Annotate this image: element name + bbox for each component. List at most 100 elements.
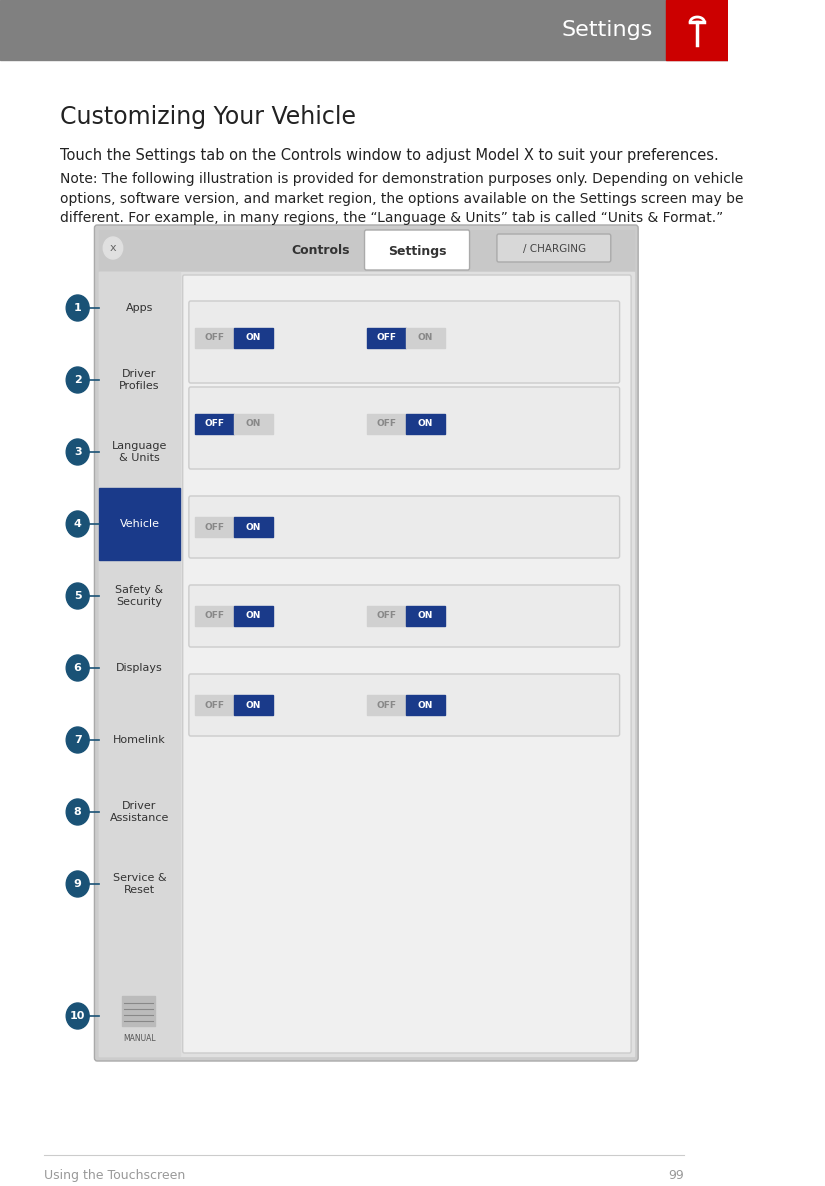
Bar [99, 487, 180, 560]
Text: MANUAL: MANUAL [123, 1034, 156, 1042]
Bar [234, 517, 273, 537]
Bar [367, 329, 406, 347]
Text: MIRROR AUTO-TILT: MIRROR AUTO-TILT [195, 594, 266, 602]
Bar [234, 414, 273, 434]
Bar [234, 329, 273, 347]
Circle shape [66, 871, 89, 897]
Text: ON: ON [246, 701, 261, 709]
Text: Homelink: Homelink [113, 735, 166, 745]
FancyBboxPatch shape [189, 387, 620, 468]
Bar [195, 606, 234, 626]
Bar [195, 329, 234, 347]
Text: ON: ON [417, 612, 433, 620]
FancyBboxPatch shape [365, 230, 469, 270]
Text: OFF: OFF [205, 420, 224, 428]
Bar [367, 695, 406, 715]
Text: 7: 7 [73, 735, 82, 745]
Text: Driver
Profiles: Driver Profiles [119, 369, 160, 391]
Circle shape [66, 655, 89, 681]
Text: DRIVE-AWAY DOOR LOCK: DRIVE-AWAY DOOR LOCK [195, 315, 290, 325]
Bar [0, 0, 728, 60]
Text: IONIZER: IONIZER [195, 683, 227, 691]
Text: OFF: OFF [376, 333, 397, 343]
Text: OFF: OFF [376, 701, 397, 709]
FancyBboxPatch shape [497, 234, 610, 262]
Text: Apps: Apps [125, 302, 153, 313]
FancyBboxPatch shape [189, 674, 620, 737]
FancyBboxPatch shape [94, 225, 639, 1061]
Bar [195, 695, 234, 715]
Text: Controls: Controls [291, 243, 350, 256]
Text: Settings: Settings [389, 244, 446, 257]
Text: OFF: OFF [205, 523, 224, 531]
Circle shape [66, 1003, 89, 1029]
Text: LIGHTS: LIGHTS [195, 486, 228, 495]
Text: MIRROR AUTO-FOLD: MIRROR AUTO-FOLD [367, 594, 445, 602]
Bar [99, 272, 634, 1056]
Text: OFF: OFF [376, 612, 397, 620]
Text: OFF: OFF [205, 701, 224, 709]
Text: 6: 6 [73, 663, 82, 672]
Text: Vehicle: Vehicle [120, 519, 159, 529]
Text: ON: ON [417, 701, 433, 709]
FancyBboxPatch shape [182, 275, 631, 1053]
Bar [406, 695, 445, 715]
Text: 10: 10 [70, 1010, 85, 1021]
Circle shape [66, 295, 89, 321]
Text: ON: ON [246, 612, 261, 620]
Text: HEADLIGHTS AFTER EXIT: HEADLIGHTS AFTER EXIT [195, 505, 290, 514]
Text: OFF: OFF [376, 420, 397, 428]
Text: OFF: OFF [205, 612, 224, 620]
Text: Displays: Displays [116, 663, 163, 672]
Bar [195, 414, 234, 434]
Bar [122, 996, 155, 1026]
FancyBboxPatch shape [189, 301, 620, 383]
Text: Using the Touchscreen: Using the Touchscreen [44, 1169, 186, 1182]
Circle shape [66, 584, 89, 608]
Circle shape [66, 366, 89, 393]
FancyBboxPatch shape [189, 496, 620, 557]
Text: 3: 3 [74, 447, 82, 457]
Text: 9: 9 [73, 879, 82, 890]
Text: 2: 2 [73, 375, 82, 385]
Circle shape [66, 439, 89, 465]
Text: ON: ON [246, 333, 261, 343]
Text: 8: 8 [73, 806, 82, 817]
Circle shape [66, 511, 89, 537]
Circle shape [66, 799, 89, 825]
Bar [195, 517, 234, 537]
Text: Settings: Settings [562, 20, 653, 40]
Bar [667, 0, 728, 60]
Text: Safety &
Security: Safety & Security [116, 585, 163, 607]
Text: ON: ON [246, 420, 261, 428]
Text: / CHARGING: / CHARGING [523, 244, 586, 254]
Text: 4: 4 [73, 519, 82, 529]
Text: DOORS & LOCKS: DOORS & LOCKS [195, 291, 271, 300]
Bar [367, 606, 406, 626]
Bar [99, 272, 180, 1056]
Text: Language
& Units: Language & Units [111, 441, 167, 464]
Text: Touch the Settings tab on the Controls window to adjust Model X to suit your pre: Touch the Settings tab on the Controls w… [60, 148, 719, 162]
FancyBboxPatch shape [189, 585, 620, 648]
Text: WALK-AWAY DOOR LOCK: WALK-AWAY DOOR LOCK [195, 402, 288, 412]
Text: MIRRORS: MIRRORS [195, 575, 237, 584]
Text: Note: The following illustration is provided for demonstration purposes only. De: Note: The following illustration is prov… [60, 172, 743, 225]
Text: Service &
Reset: Service & Reset [113, 873, 167, 895]
Text: AUTO-PRESENT HANDLES: AUTO-PRESENT HANDLES [367, 402, 464, 412]
Text: OFF: OFF [205, 333, 224, 343]
Bar [406, 414, 445, 434]
Text: Driver
Assistance: Driver Assistance [110, 801, 169, 823]
Text: ON: ON [417, 333, 433, 343]
Text: Customizing Your Vehicle: Customizing Your Vehicle [60, 106, 356, 129]
Text: ON: ON [246, 523, 261, 531]
Bar [406, 606, 445, 626]
Bar [99, 230, 634, 270]
Text: CHILD PROTECTION LOCKS: CHILD PROTECTION LOCKS [367, 315, 469, 325]
Circle shape [66, 727, 89, 753]
Text: ON: ON [417, 420, 433, 428]
Bar [367, 414, 406, 434]
Text: SMART PRECONDITIONING: SMART PRECONDITIONING [367, 683, 468, 691]
Bar [234, 606, 273, 626]
Bar [406, 329, 445, 347]
Text: 1: 1 [73, 302, 82, 313]
